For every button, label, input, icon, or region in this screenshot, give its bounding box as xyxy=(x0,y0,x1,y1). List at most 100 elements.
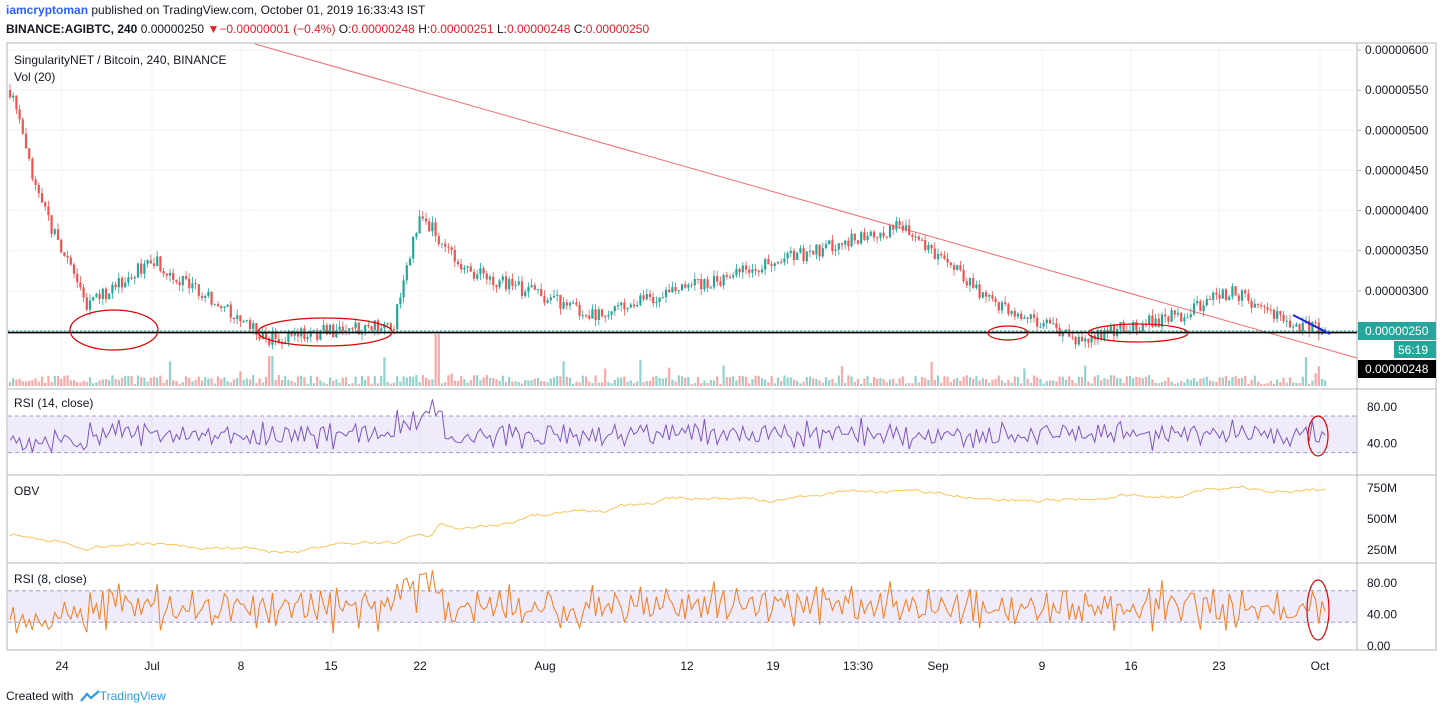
candle-body xyxy=(1208,298,1212,300)
candle-body xyxy=(1186,317,1189,319)
volume-bar xyxy=(1007,379,1010,386)
volume-bar xyxy=(1234,375,1237,386)
volume-bar xyxy=(204,377,207,386)
candle-body xyxy=(610,311,613,315)
volume-bar xyxy=(1301,376,1304,386)
volume-bar xyxy=(463,379,466,386)
candle-body xyxy=(245,320,248,322)
volume-bar xyxy=(514,381,517,386)
volume-bar xyxy=(652,376,655,386)
volume-bar xyxy=(1039,378,1042,386)
x-tick-label: Aug xyxy=(534,659,555,673)
candle-body xyxy=(1077,336,1080,345)
candle-body xyxy=(440,243,444,245)
volume-bar xyxy=(162,382,165,386)
rsi8-line xyxy=(9,570,1326,634)
volume-bar xyxy=(1013,376,1016,386)
candle-body xyxy=(799,248,802,253)
candle-body xyxy=(95,293,98,297)
volume-bar xyxy=(850,376,853,386)
volume-bar xyxy=(1042,383,1045,386)
volume-bar xyxy=(271,356,274,386)
candle-body xyxy=(1109,325,1112,333)
volume-bar xyxy=(383,357,386,386)
volume-bar xyxy=(1180,381,1183,386)
volume-bar xyxy=(1237,378,1240,386)
volume-bar xyxy=(101,379,104,386)
volume-bar xyxy=(50,381,53,386)
volume-bar xyxy=(1116,378,1119,386)
volume-bar xyxy=(306,383,309,386)
candle-body xyxy=(31,158,34,180)
candle-body xyxy=(690,284,693,286)
volume-bar xyxy=(312,383,316,386)
candle-body xyxy=(1148,315,1151,325)
candle-body xyxy=(1224,289,1228,300)
candle-body xyxy=(485,273,488,280)
volume-bar xyxy=(1023,368,1026,386)
footer: Created with TradingView xyxy=(6,689,166,703)
volume-bar xyxy=(943,376,946,386)
volume-bar xyxy=(981,378,984,386)
candle-body xyxy=(600,309,604,317)
candle-body xyxy=(24,133,28,149)
candle-body xyxy=(456,261,460,265)
candle-body xyxy=(392,329,396,331)
volume-bar xyxy=(264,376,268,386)
candle-body xyxy=(1132,321,1135,332)
volume-bar xyxy=(719,383,722,386)
candle-body xyxy=(549,297,552,301)
volume-bar xyxy=(1058,376,1061,386)
change-down-icon: ▼ xyxy=(207,22,220,36)
volume-bar xyxy=(799,383,802,386)
volume-bar xyxy=(517,382,520,386)
rsi8-tick-label: 0.00 xyxy=(1367,639,1391,653)
volume-bar xyxy=(1276,379,1279,386)
high-label: H: xyxy=(418,22,431,36)
volume-bar xyxy=(338,382,341,386)
candle-body xyxy=(933,248,936,260)
volume-bar xyxy=(604,368,607,386)
candle-body xyxy=(8,90,12,98)
volume-bar xyxy=(1298,383,1301,386)
volume-bar xyxy=(1167,377,1170,386)
volume-bar xyxy=(1250,379,1253,386)
candle-body xyxy=(184,275,188,279)
volume-bar xyxy=(728,377,732,386)
candle-body xyxy=(556,294,559,296)
y-tick-label: 0.00000400 xyxy=(1365,204,1429,218)
candle-body xyxy=(770,264,773,266)
candle-body xyxy=(783,258,786,263)
volume-bar xyxy=(1224,376,1228,386)
author-link[interactable]: iamcryptoman xyxy=(6,3,89,17)
volume-bar xyxy=(847,375,850,386)
candle-body xyxy=(463,267,466,270)
candle-body xyxy=(431,222,434,232)
volume-bar xyxy=(456,380,460,386)
volume-bar xyxy=(303,377,306,386)
volume-bar xyxy=(1090,383,1093,386)
obv-label: OBV xyxy=(14,484,40,498)
candle-body xyxy=(696,279,700,281)
volume-bar xyxy=(1004,382,1007,386)
obv-line xyxy=(9,485,1326,554)
candle-body xyxy=(760,269,764,273)
volume-bar xyxy=(722,365,725,386)
volume-bar xyxy=(178,383,181,386)
volume-bar xyxy=(149,377,152,386)
candle-body xyxy=(1016,313,1020,317)
candle-body xyxy=(949,262,952,266)
candle-body xyxy=(290,331,293,336)
volume-bar xyxy=(1077,376,1080,386)
volume-bar xyxy=(1202,377,1205,386)
volume-bar xyxy=(290,380,293,386)
candle-body xyxy=(1042,323,1045,327)
candle-body xyxy=(536,289,540,291)
volume-bar xyxy=(703,380,706,386)
candle-body xyxy=(1292,326,1295,328)
volume-bar xyxy=(684,377,687,386)
tradingview-brand-link[interactable]: TradingView xyxy=(99,689,166,703)
volume-bar xyxy=(1141,378,1144,386)
volume-bar xyxy=(1256,381,1260,386)
